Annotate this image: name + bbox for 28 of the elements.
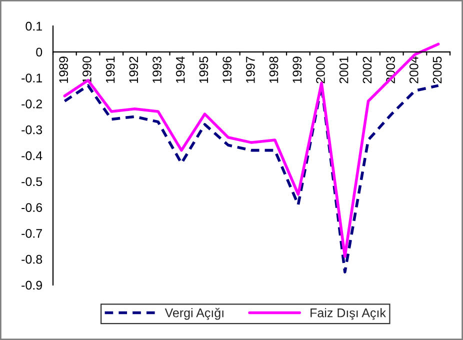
- x-tick-label: 1994: [176, 56, 185, 83]
- legend-label: Faiz Dışı Açık: [310, 308, 386, 320]
- y-tick-label: -0.9: [22, 280, 42, 290]
- y-tick-label: -0.8: [22, 254, 42, 264]
- x-tick-label: 1993: [152, 56, 162, 83]
- y-tick-label: -0.6: [22, 203, 42, 212]
- y-tick-label: -0.5: [22, 177, 42, 186]
- x-tick-label: 2002: [362, 56, 372, 84]
- x-tick-label: 2005: [432, 56, 442, 84]
- y-tick-label: 0.1: [26, 22, 42, 31]
- y-tick-label: -0.2: [22, 100, 42, 108]
- x-tick-label: 1989: [59, 56, 68, 83]
- x-tick-label: 2000: [316, 56, 325, 84]
- y-tick-label: -0.1: [22, 74, 42, 82]
- y-tick-label: 0: [36, 48, 42, 57]
- y-tick-label: -0.3: [22, 125, 42, 134]
- x-tick-label: 1998: [269, 56, 278, 83]
- x-tick-label: 1997: [246, 56, 255, 83]
- x-tick-label: 2001: [339, 56, 348, 84]
- x-tick-label: 1992: [129, 56, 138, 83]
- y-tick-label: -0.4: [22, 151, 42, 160]
- x-tick-label: 1991: [106, 56, 115, 83]
- legend-label: Vergi Açığı: [164, 308, 224, 320]
- x-tick-label: 1999: [292, 56, 302, 83]
- x-tick-label: 1996: [222, 56, 232, 83]
- y-tick-label: -0.7: [22, 229, 42, 238]
- line-series: [63, 84, 440, 274]
- x-tick-label: 1995: [199, 56, 208, 83]
